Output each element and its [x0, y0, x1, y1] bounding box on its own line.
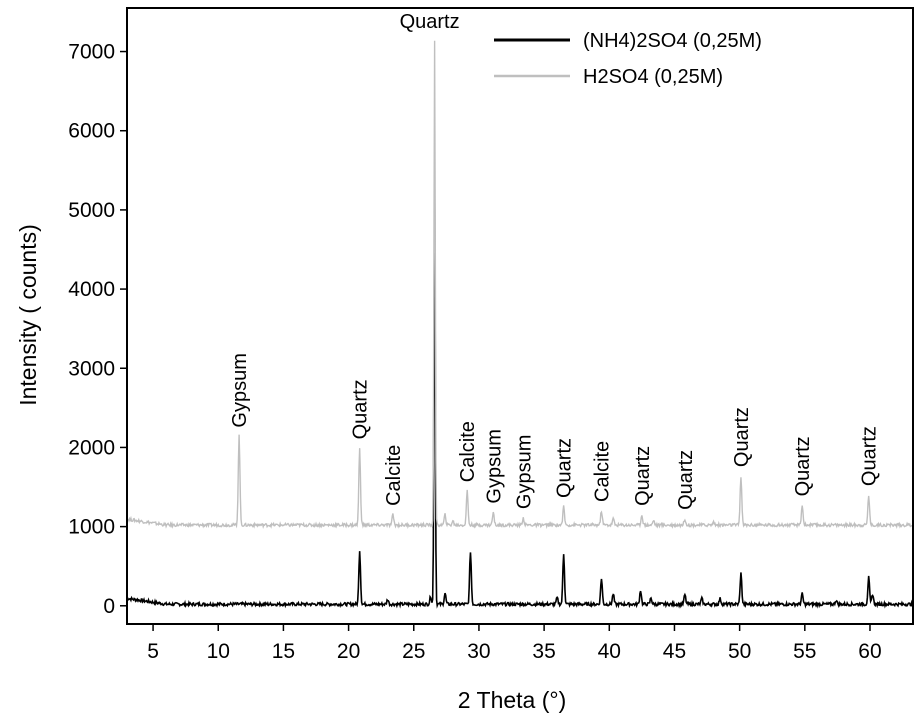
y-tick-label: 6000: [68, 120, 115, 143]
x-tick-label: 60: [858, 640, 881, 663]
x-tick-label: 20: [337, 640, 360, 663]
y-tick-label: 1000: [68, 516, 115, 539]
peak-label: Calcite: [592, 441, 614, 502]
series-line-1: [126, 179, 914, 609]
x-tick-label: 30: [467, 640, 490, 663]
x-tick-label: 50: [728, 640, 751, 663]
peak-label: Calcite: [383, 445, 405, 506]
peak-label: Quartz: [400, 11, 460, 33]
y-tick-label: 3000: [68, 357, 115, 380]
series-group: [126, 40, 914, 609]
x-tick-label: 10: [207, 640, 230, 663]
peak-label: Quartz: [731, 407, 753, 467]
peak-label: Calcite: [457, 421, 479, 482]
peak-label: Quartz: [554, 438, 576, 498]
y-tick-label: 7000: [68, 41, 115, 64]
x-ticks: 5 10 15 20 25 30 35 40 45 50 55 60: [147, 624, 882, 663]
y-tick-label: 5000: [68, 199, 115, 222]
x-tick-label: 5: [147, 640, 159, 663]
peak-label: Quartz: [792, 436, 814, 496]
peak-label: Gypsum: [229, 353, 251, 427]
peak-label: Quartz: [675, 450, 697, 510]
x-tick-label: 45: [663, 640, 686, 663]
y-axis-title: Intensity ( counts): [15, 224, 41, 406]
x-tick-label: 35: [532, 640, 555, 663]
plot-frame: [126, 7, 914, 625]
y-ticks: 0 1000 2000 3000 4000 5000 6000 7000: [68, 41, 127, 618]
x-tick-label: 40: [598, 640, 621, 663]
y-tick-label: 2000: [68, 436, 115, 459]
legend: (NH4)2SO4 (0,25M) H2SO4 (0,25M): [494, 30, 762, 88]
x-tick-label: 15: [272, 640, 295, 663]
y-tick-label: 0: [103, 595, 115, 618]
x-tick-label: 25: [402, 640, 425, 663]
legend-label: H2SO4 (0,25M): [583, 66, 723, 88]
peak-label: Quartz: [350, 379, 372, 439]
peak-label: Gypsum: [513, 435, 535, 509]
peak-label: Quartz: [632, 446, 654, 506]
x-axis-title: 2 Theta (°): [458, 687, 567, 713]
legend-label: (NH4)2SO4 (0,25M): [583, 30, 762, 52]
axes-group: [126, 7, 914, 625]
series-line-2: [126, 40, 914, 530]
peak-label: Gypsum: [483, 429, 505, 503]
x-tick-label: 55: [793, 640, 816, 663]
y-tick-label: 4000: [68, 278, 115, 301]
peak-label: Quartz: [859, 426, 881, 486]
